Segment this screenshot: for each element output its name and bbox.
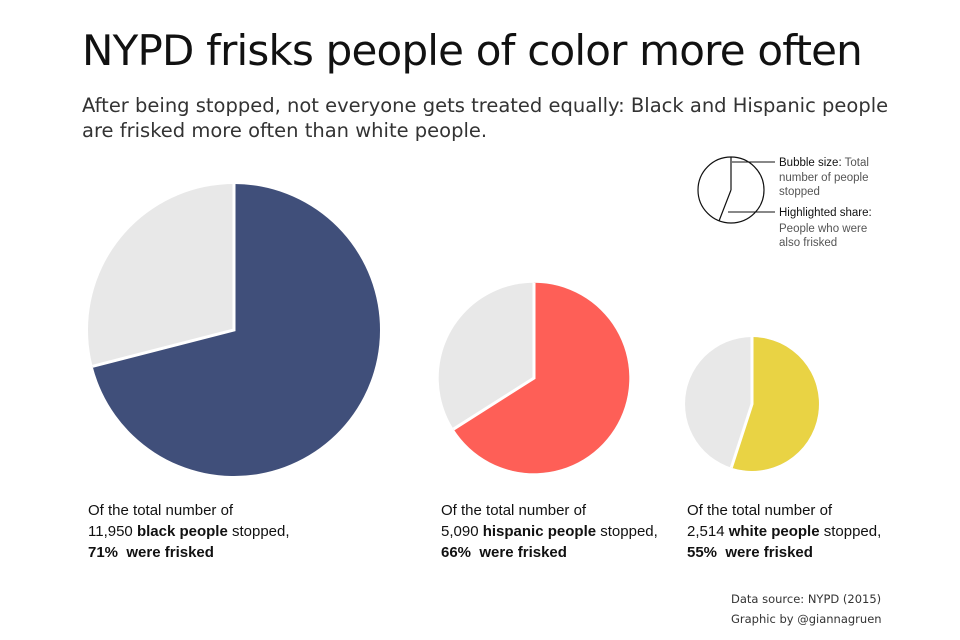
source-notes: Data source: NYPD (2015) Graphic by @gia… <box>731 589 882 629</box>
legend-share-text-2: also frisked <box>779 237 837 249</box>
caption-hispanic: Of the total number of 5,090 hispanic pe… <box>441 500 681 563</box>
caption-black: Of the total number of 11,950 black peop… <box>88 500 328 563</box>
caption-black-intro: Of the total number of <box>88 502 234 519</box>
graphic-credit: Graphic by @giannagruen <box>731 612 882 626</box>
page-title: NYPD frisks people of color more often <box>82 26 863 75</box>
caption-hispanic-stopped: stopped, <box>600 523 658 540</box>
caption-black-stopped: stopped, <box>231 523 290 540</box>
caption-hispanic-frisked: were frisked <box>479 544 567 561</box>
caption-white-pct: 55% <box>687 544 718 561</box>
caption-hispanic-group: hispanic people <box>482 523 597 540</box>
caption-white: Of the total number of 2,514 white peopl… <box>687 500 927 563</box>
pie-divider-white <box>729 337 754 469</box>
caption-white-stopped: stopped, <box>823 523 882 540</box>
legend-size-text-3: stopped <box>779 186 820 198</box>
page-subtitle: After being stopped, not everyone gets t… <box>82 94 889 142</box>
caption-black-frisked: were frisked <box>126 544 214 561</box>
pie-slice-frisked-hispanic <box>453 282 630 474</box>
pie-slice-frisked-black <box>92 184 381 476</box>
legend-share-label: Highlighted share: <box>779 207 872 219</box>
legend-size-text-1: Total <box>842 157 869 169</box>
svg-text:Bubble size: Total: Bubble size: Total <box>779 157 869 169</box>
caption-white-frisked: were frisked <box>725 544 813 561</box>
caption-white-group: white people <box>728 523 820 540</box>
data-source: Data source: NYPD (2015) <box>731 592 882 606</box>
caption-hispanic-intro: Of the total number of <box>441 502 587 519</box>
legend-size-label: Bubble size: <box>779 157 842 169</box>
pie-group <box>88 184 819 476</box>
pie-divider-black <box>92 184 236 368</box>
caption-hispanic-count: 5,090 <box>441 523 479 540</box>
pie-divider-hispanic <box>452 282 536 431</box>
caption-white-count: 2,514 <box>687 523 725 540</box>
caption-black-pct: 71% <box>88 544 119 561</box>
caption-white-intro: Of the total number of <box>687 502 833 519</box>
legend: Bubble size: Total number of people stop… <box>697 156 872 249</box>
caption-black-group: black people <box>136 523 228 540</box>
caption-black-count: 11,950 <box>88 523 133 540</box>
legend-size-text-2: number of people <box>779 172 869 184</box>
legend-share-text-1: People who were <box>779 223 867 235</box>
legend-share-divider <box>718 157 732 222</box>
caption-hispanic-pct: 66% <box>441 544 472 561</box>
